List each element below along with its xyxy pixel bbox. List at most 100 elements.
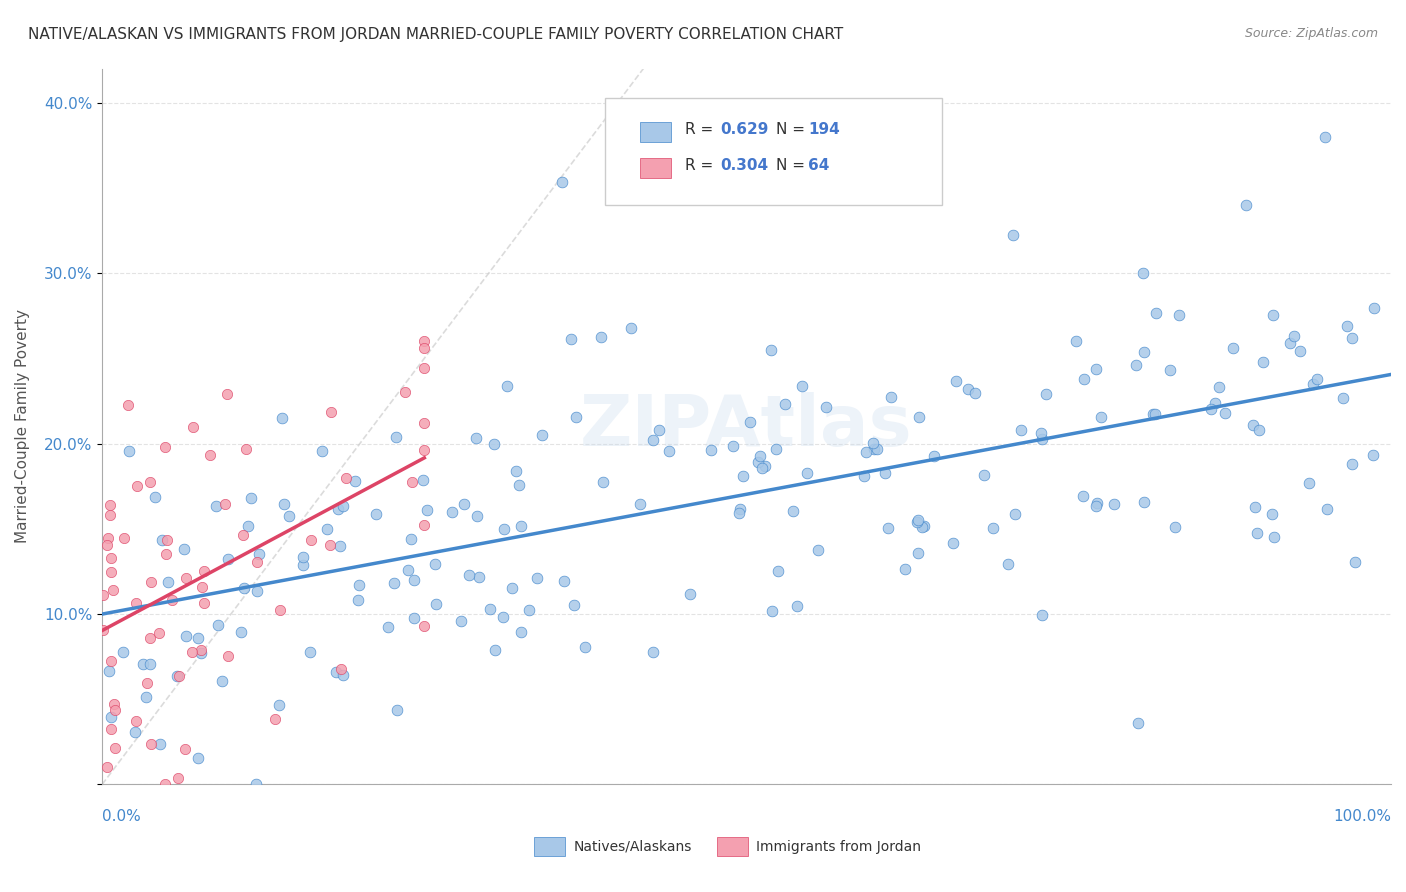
Point: [467, 569, 489, 583]
Point: [96, 538, 118, 552]
Point: [731, 469, 754, 483]
Point: [1302, 377, 1324, 392]
Point: [965, 386, 987, 401]
Point: [98, 508, 121, 522]
Point: [1361, 448, 1384, 462]
Point: [478, 602, 501, 616]
Point: [198, 448, 221, 462]
Point: [1246, 525, 1268, 540]
Point: [413, 334, 436, 349]
Point: [1362, 301, 1385, 315]
Point: [399, 532, 422, 546]
Point: [332, 668, 354, 682]
Point: [814, 400, 837, 414]
Point: [157, 575, 180, 590]
Point: [404, 611, 426, 625]
Point: [217, 648, 239, 663]
Point: [855, 445, 877, 459]
Text: 0.0%: 0.0%: [103, 810, 141, 824]
Point: [155, 547, 177, 561]
Point: [319, 538, 342, 552]
Point: [754, 459, 776, 474]
Point: [1336, 318, 1358, 333]
Point: [193, 596, 215, 610]
Point: [232, 528, 254, 542]
Point: [104, 703, 127, 717]
Point: [1289, 344, 1312, 359]
Point: [298, 645, 321, 659]
Point: [385, 430, 408, 444]
Point: [747, 455, 769, 469]
Point: [1133, 495, 1156, 509]
Point: [1241, 417, 1264, 432]
Point: [453, 497, 475, 511]
Point: [727, 507, 749, 521]
Point: [945, 374, 967, 388]
Point: [174, 742, 197, 756]
Point: [125, 478, 148, 492]
Point: [131, 657, 153, 671]
Text: 0.304: 0.304: [720, 158, 768, 172]
Text: 194: 194: [808, 122, 841, 136]
Point: [768, 564, 790, 578]
Point: [396, 563, 419, 577]
Point: [1102, 497, 1125, 511]
Point: [112, 531, 135, 545]
Point: [458, 568, 481, 582]
Point: [721, 439, 744, 453]
Point: [329, 539, 352, 553]
Point: [526, 571, 548, 585]
Point: [911, 520, 934, 534]
Point: [91, 588, 114, 602]
Point: [1343, 555, 1365, 569]
Point: [207, 618, 229, 632]
Point: [807, 542, 830, 557]
Point: [233, 581, 256, 595]
Point: [150, 533, 173, 547]
Point: [149, 737, 172, 751]
Point: [738, 415, 761, 429]
Point: [187, 632, 209, 646]
Point: [277, 509, 299, 524]
Point: [247, 547, 270, 561]
Point: [181, 645, 204, 659]
Point: [907, 409, 929, 424]
Point: [1031, 608, 1053, 623]
Point: [401, 475, 423, 489]
Text: R =: R =: [685, 158, 718, 172]
Point: [880, 390, 903, 404]
Point: [93, 624, 115, 638]
Point: [139, 575, 162, 590]
Point: [190, 646, 212, 660]
Point: [394, 384, 416, 399]
Point: [98, 665, 121, 679]
Point: [1035, 387, 1057, 401]
Point: [124, 725, 146, 739]
Point: [517, 603, 540, 617]
Point: [193, 564, 215, 578]
Point: [217, 552, 239, 566]
Point: [215, 387, 238, 401]
Point: [1064, 334, 1087, 349]
Point: [1125, 358, 1147, 372]
Point: [153, 777, 176, 791]
Point: [413, 518, 436, 533]
Point: [1144, 407, 1167, 421]
Point: [1159, 363, 1181, 377]
Point: [505, 464, 527, 478]
Point: [589, 330, 612, 344]
Point: [235, 442, 257, 456]
Point: [143, 491, 166, 505]
Point: [100, 723, 122, 737]
Point: [271, 410, 294, 425]
Point: [1222, 341, 1244, 355]
Point: [1313, 129, 1336, 144]
Point: [191, 580, 214, 594]
Point: [492, 609, 515, 624]
Point: [922, 449, 945, 463]
Point: [1263, 530, 1285, 544]
Point: [1234, 198, 1257, 212]
Point: [1146, 306, 1168, 320]
Text: N =: N =: [776, 158, 810, 172]
Point: [413, 442, 436, 457]
